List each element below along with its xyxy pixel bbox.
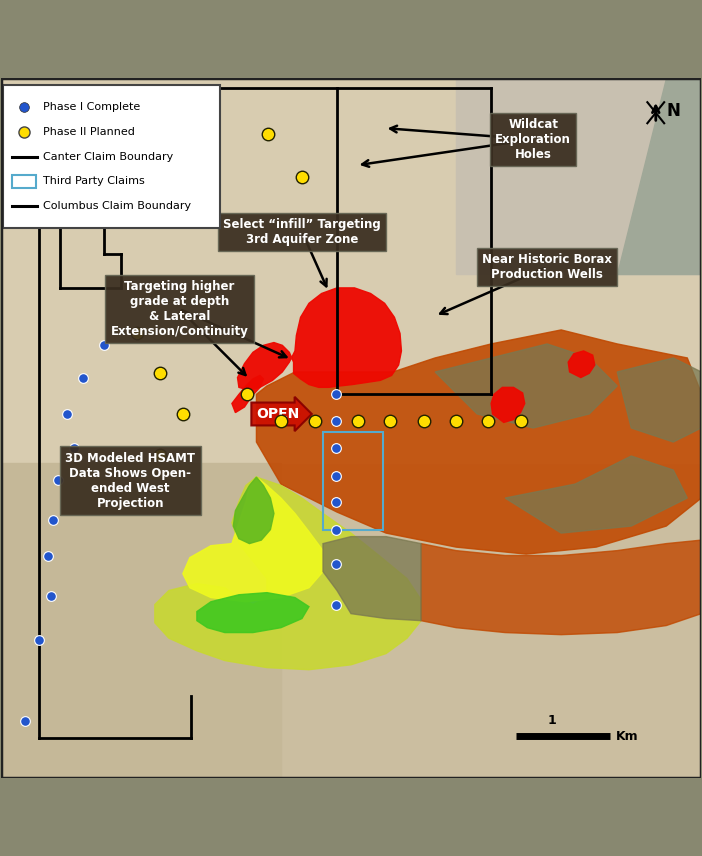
FancyBboxPatch shape [3,85,220,229]
Text: N: N [666,103,680,121]
Polygon shape [435,344,617,428]
Text: 3D Modeled HSAMT
Data Shows Open-
ended West
Projection: 3D Modeled HSAMT Data Shows Open- ended … [65,452,195,509]
Text: Columbus Claim Boundary: Columbus Claim Boundary [43,201,191,211]
Polygon shape [155,477,421,669]
Polygon shape [421,540,701,634]
Polygon shape [232,376,263,413]
Polygon shape [1,78,701,463]
Polygon shape [256,330,701,554]
Text: Phase II Planned: Phase II Planned [43,127,135,137]
Text: Near Historic Borax
Production Wells: Near Historic Borax Production Wells [482,253,612,281]
Polygon shape [237,288,402,390]
Polygon shape [197,592,309,633]
Text: Select “infill” Targeting
3rd Aquifer Zone: Select “infill” Targeting 3rd Aquifer Zo… [223,217,380,246]
Text: Km: Km [616,730,638,743]
Text: OPEN: OPEN [256,407,299,421]
Polygon shape [491,388,525,422]
Polygon shape [617,78,701,274]
Polygon shape [505,456,687,533]
Bar [323,431,383,530]
Polygon shape [323,537,421,621]
Polygon shape [456,78,701,274]
Polygon shape [183,477,323,602]
Bar [12,175,36,188]
Polygon shape [233,477,274,544]
Text: Wildcat
Exploration
Holes: Wildcat Exploration Holes [495,118,571,161]
Text: Targeting higher
grade at depth
& Lateral
Extension/Continuity: Targeting higher grade at depth & Latera… [110,280,249,338]
Text: Phase I Complete: Phase I Complete [43,102,140,112]
Polygon shape [617,358,701,442]
Text: Canter Claim Boundary: Canter Claim Boundary [43,152,173,162]
Polygon shape [568,351,595,377]
Text: Third Party Claims: Third Party Claims [43,176,145,187]
Polygon shape [1,78,701,778]
Polygon shape [1,463,281,778]
Text: 1: 1 [548,714,556,727]
